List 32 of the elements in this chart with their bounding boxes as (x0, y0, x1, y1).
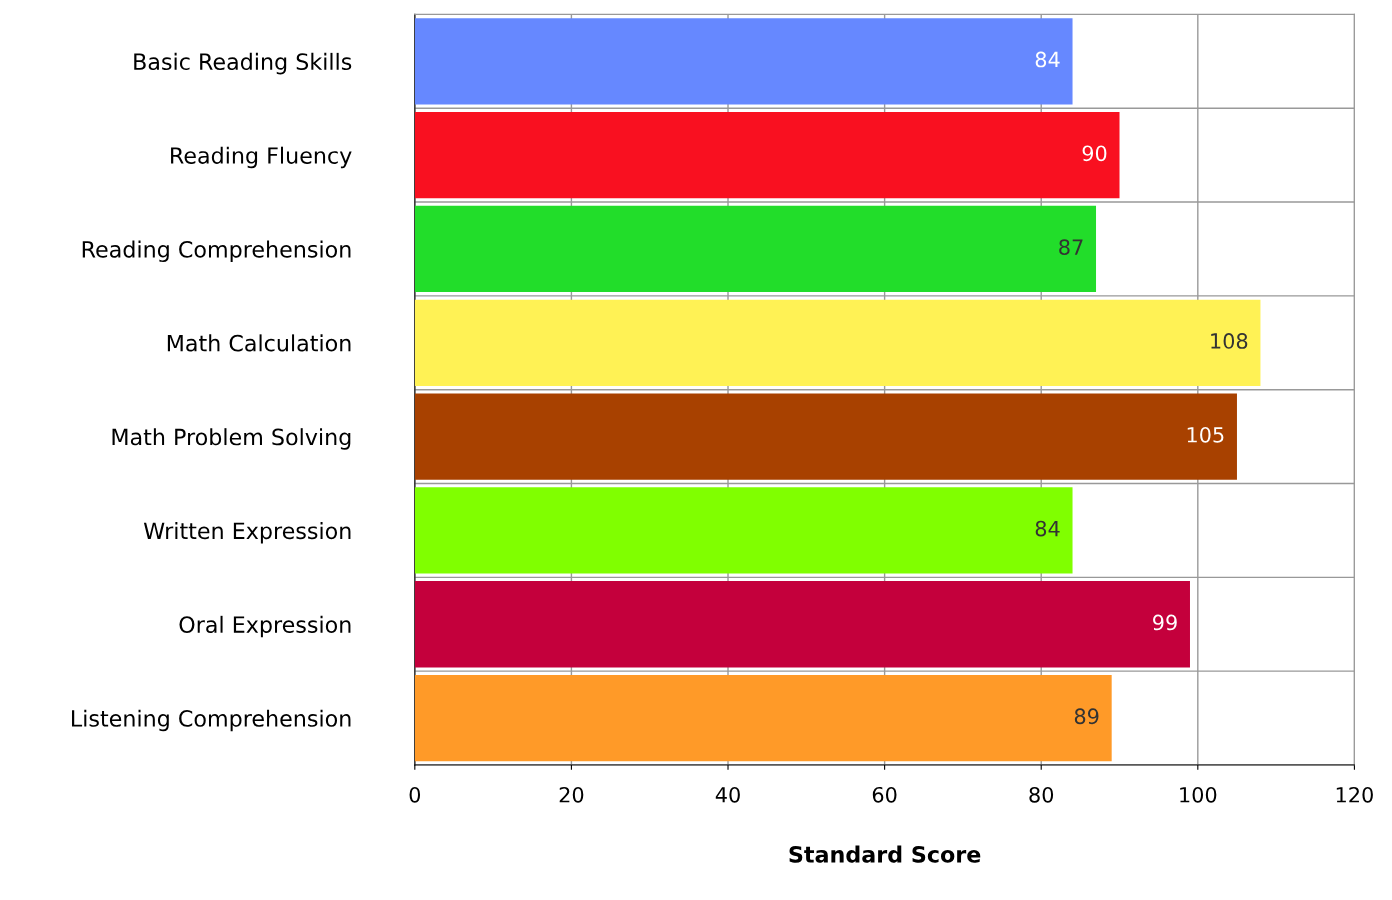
bar (414, 18, 1073, 105)
x-axis-title: Standard Score (789, 845, 981, 863)
bar (414, 487, 1073, 574)
x-tick-label: 20 (559, 786, 584, 803)
data-label: 90 (1082, 145, 1107, 162)
data-label: 89 (1074, 708, 1099, 725)
y-tick-label: Listening Comprehension (72, 709, 351, 732)
x-tick-label: 80 (1029, 786, 1054, 803)
y-tick-label: Reading Fluency (171, 146, 352, 169)
y-tick-label: Math Calculation (167, 334, 351, 352)
y-tick-label: Reading Comprehension (82, 240, 351, 263)
bar (414, 111, 1120, 199)
bar (414, 299, 1261, 386)
bar (414, 674, 1112, 762)
data-label: 84 (1035, 51, 1060, 68)
y-tick-label: Written Expression (143, 521, 351, 544)
data-label: 108 (1211, 333, 1248, 349)
bar (414, 205, 1097, 293)
data-label: 84 (1035, 520, 1060, 537)
y-tick-label: Math Problem Solving (112, 428, 351, 450)
x-tick-label: 120 (1336, 786, 1373, 803)
x-tick-label: 0 (409, 786, 421, 803)
data-label: 87 (1059, 239, 1083, 256)
bar (414, 581, 1190, 668)
data-label: 99 (1153, 614, 1177, 631)
bar (414, 393, 1237, 480)
y-tick-label: Oral Expression (179, 615, 351, 638)
y-tick-label: Basic Reading Skills (134, 52, 352, 75)
x-tick-label: 100 (1180, 786, 1217, 803)
x-tick-label: 40 (715, 786, 740, 803)
data-label: 105 (1187, 426, 1224, 443)
x-tick-label: 60 (872, 786, 897, 803)
